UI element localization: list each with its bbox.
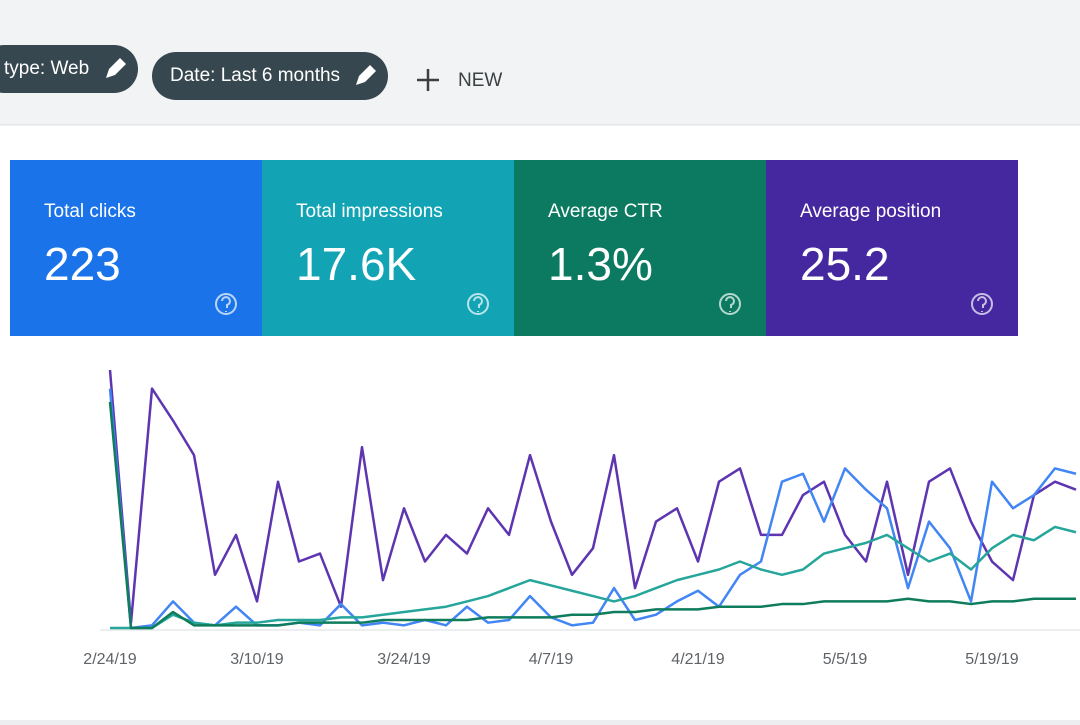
help-glyph	[473, 296, 483, 312]
metric-label: Total clicks	[44, 201, 136, 222]
help-glyph	[725, 296, 735, 312]
metric-label: Total impressions	[296, 201, 443, 222]
filter-text: Date: Last 6 months	[170, 65, 340, 86]
filter-chip[interactable]	[152, 52, 388, 100]
help-icon	[719, 293, 741, 315]
x-tick-label: 4/21/19	[671, 651, 724, 668]
x-tick-label: 5/19/19	[965, 651, 1018, 668]
metric-card[interactable]	[10, 160, 262, 336]
metric-label: Average CTR	[548, 201, 663, 222]
help-glyph	[977, 296, 987, 312]
metric-label: Average position	[800, 201, 941, 222]
x-tick-label: 2/24/19	[83, 651, 136, 668]
series-line	[108, 369, 1077, 624]
help-icon	[467, 293, 489, 315]
x-tick-label: 5/5/19	[823, 651, 868, 668]
edit-icon	[106, 58, 126, 78]
edit-icon	[356, 65, 376, 85]
filter-text: type: Web	[4, 58, 89, 79]
new-label: NEW	[458, 70, 502, 91]
filter-chip[interactable]	[0, 45, 138, 93]
series-line	[108, 401, 1076, 630]
x-tick-label: 3/10/19	[230, 651, 283, 668]
help-icon	[971, 293, 993, 315]
x-tick-label: 3/24/19	[377, 651, 430, 668]
metric-card[interactable]	[514, 160, 766, 336]
metric-value: 1.3%	[548, 238, 653, 290]
metric-value: 25.2	[800, 238, 890, 290]
plus-icon	[417, 69, 439, 91]
metric-value: 17.6K	[296, 238, 417, 290]
new-button[interactable]: NEW	[417, 69, 502, 91]
x-tick-label: 4/7/19	[529, 651, 574, 668]
metric-cards: Total clicks 223 Total impressions 17.6K Ave…	[10, 160, 1018, 336]
help-icon	[215, 293, 237, 315]
performance-chart: 2/24/19 3/10/19 3/24/19 4/7/19 4/21/19 5/5/19…	[83, 369, 1080, 668]
metric-value: 223	[44, 238, 121, 290]
help-glyph	[221, 296, 231, 312]
metric-card[interactable]	[262, 160, 514, 336]
series-line	[110, 525, 1077, 630]
metric-card[interactable]	[766, 160, 1018, 336]
